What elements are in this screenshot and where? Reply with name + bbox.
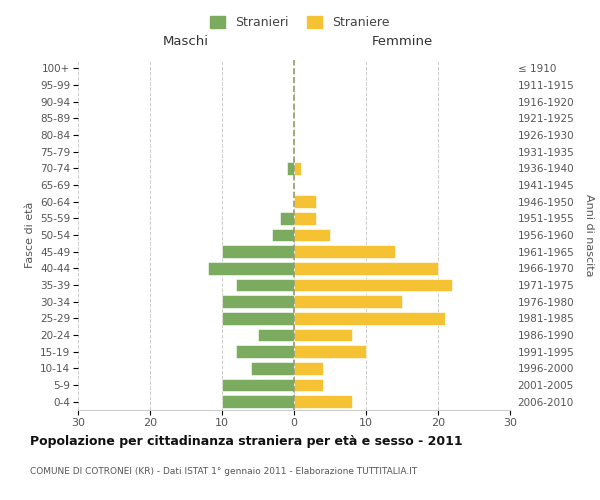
Bar [294, 396, 352, 408]
Legend: Stranieri, Straniere: Stranieri, Straniere [205, 11, 395, 34]
Text: Femmine: Femmine [371, 36, 433, 49]
Bar [272, 229, 294, 241]
Bar [222, 246, 294, 258]
Bar [294, 229, 330, 241]
Bar [222, 296, 294, 308]
Bar [222, 312, 294, 324]
Bar [294, 346, 366, 358]
Bar [287, 162, 294, 174]
Bar [236, 346, 294, 358]
Bar [294, 296, 402, 308]
Y-axis label: Anni di nascita: Anni di nascita [584, 194, 594, 276]
Bar [280, 212, 294, 224]
Text: COMUNE DI COTRONEI (KR) - Dati ISTAT 1° gennaio 2011 - Elaborazione TUTTITALIA.I: COMUNE DI COTRONEI (KR) - Dati ISTAT 1° … [30, 468, 417, 476]
Bar [222, 396, 294, 408]
Bar [294, 162, 301, 174]
Bar [258, 329, 294, 341]
Bar [294, 212, 316, 224]
Bar [294, 196, 316, 208]
Bar [294, 246, 395, 258]
Bar [251, 362, 294, 374]
Bar [236, 279, 294, 291]
Bar [294, 362, 323, 374]
Bar [294, 262, 438, 274]
Text: Maschi: Maschi [163, 36, 209, 49]
Bar [208, 262, 294, 274]
Bar [294, 329, 352, 341]
Text: Popolazione per cittadinanza straniera per età e sesso - 2011: Popolazione per cittadinanza straniera p… [30, 435, 463, 448]
Bar [222, 379, 294, 391]
Bar [294, 379, 323, 391]
Y-axis label: Fasce di età: Fasce di età [25, 202, 35, 268]
Bar [294, 312, 445, 324]
Bar [294, 279, 452, 291]
